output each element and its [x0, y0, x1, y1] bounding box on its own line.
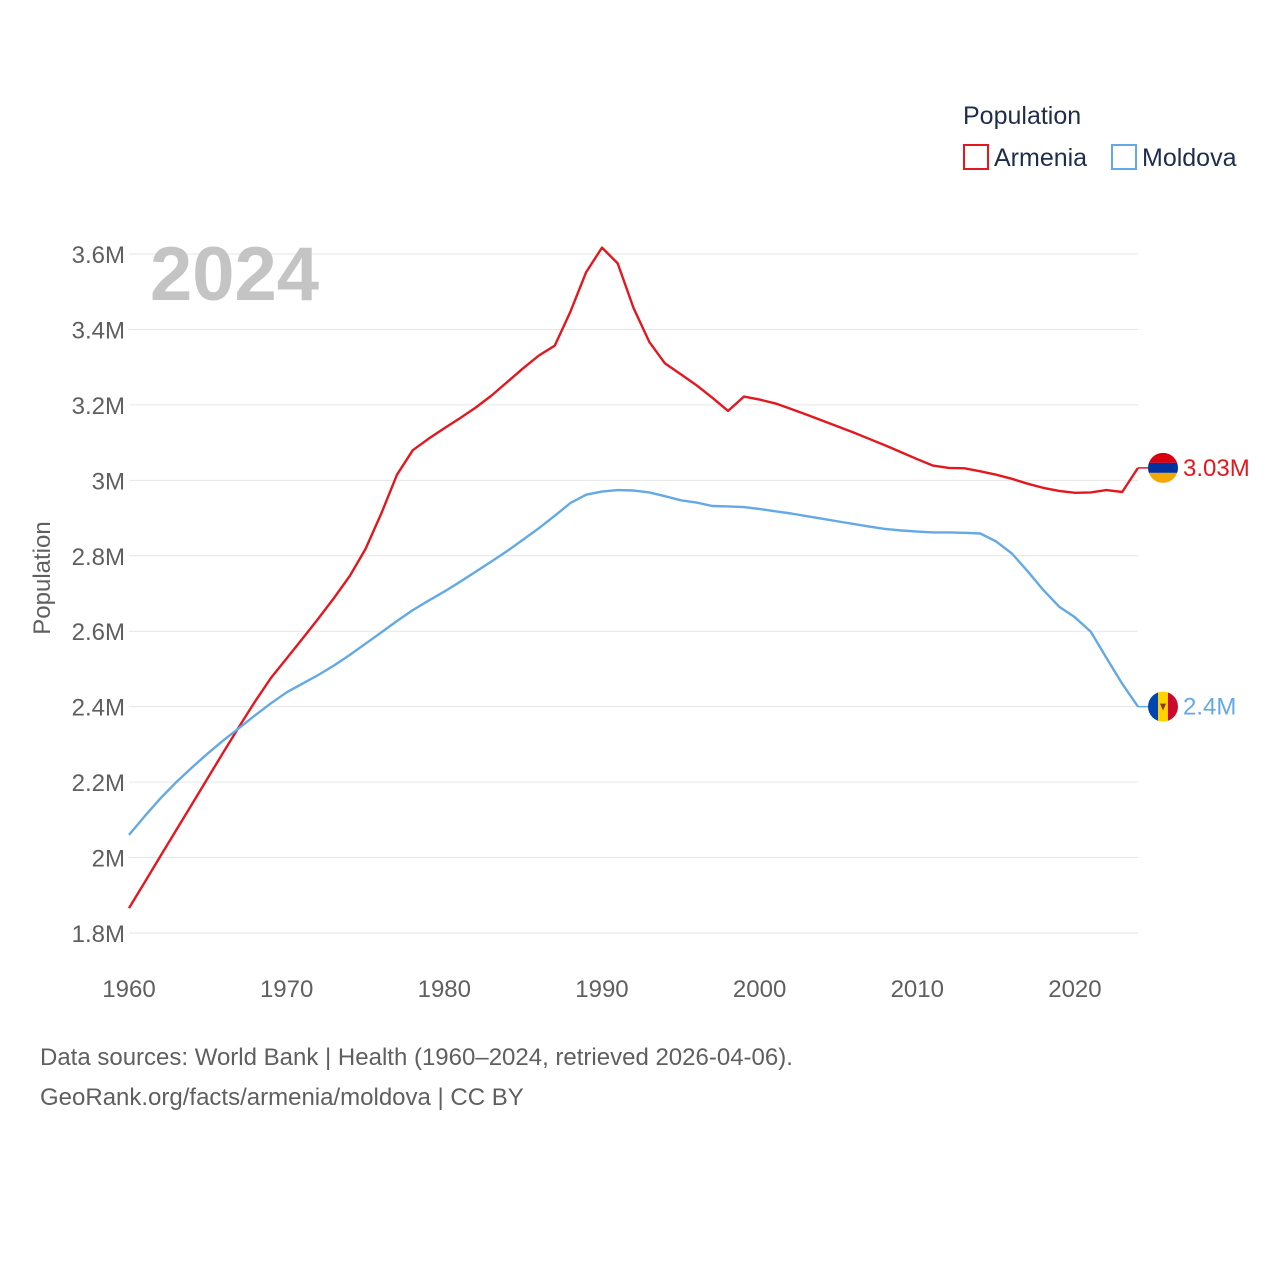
x-axis-ticks: 1960 1970 1980 1990 2000 2010 2020	[102, 976, 1101, 1003]
legend-swatch	[1111, 144, 1137, 170]
x-tick-label: 2020	[1048, 976, 1101, 1003]
x-tick-label: 2010	[891, 976, 944, 1003]
y-tick-label: 2.2M	[72, 770, 125, 797]
armenia-flag-icon	[1148, 452, 1178, 483]
y-tick-label: 2.4M	[72, 695, 125, 722]
x-tick-label: 2000	[733, 976, 786, 1003]
y-tick-label: 2.8M	[72, 544, 125, 571]
y-tick-label: 3.4M	[72, 317, 125, 344]
x-tick-label: 1960	[102, 976, 155, 1003]
legend-item-moldova[interactable]: Moldova	[1111, 144, 1237, 172]
legend-items: Armenia Moldova	[963, 144, 1237, 172]
y-tick-label: 3.2M	[72, 393, 125, 420]
x-tick-label: 1980	[418, 976, 471, 1003]
armenia-series-line	[127, 246, 1140, 909]
legend-label: Moldova	[1142, 144, 1237, 172]
legend-title: Population	[963, 102, 1081, 130]
data-source-note: Data sources: World Bank | Health (1960–…	[40, 1044, 793, 1071]
x-tick-label: 1970	[260, 976, 313, 1003]
series-end-markers: 3.03M 2.4M	[1138, 452, 1250, 722]
y-tick-label: 3.6M	[72, 242, 125, 269]
moldova-flag-icon	[1148, 691, 1178, 722]
legend: Population Armenia Moldova	[963, 102, 1237, 172]
y-tick-label: 3M	[92, 468, 125, 495]
moldova-series-line	[128, 488, 1139, 836]
x-tick-label: 1990	[575, 976, 628, 1003]
y-tick-label: 1.8M	[72, 921, 125, 948]
legend-label: Armenia	[994, 144, 1087, 172]
moldova-end-value-label: 2.4M	[1183, 694, 1236, 721]
attribution-link[interactable]: GeoRank.org/facts/armenia/moldova | CC B…	[40, 1084, 524, 1111]
armenia-end-value-label: 3.03M	[1183, 455, 1250, 482]
y-axis-title: Population	[29, 521, 56, 634]
y-axis-ticks: 1.8M 2M 2.2M 2.4M 2.6M 2.8M 3M 3.2M 3.4M 3.6M	[72, 242, 125, 948]
legend-swatch	[963, 144, 989, 170]
grid-lines	[129, 253, 1138, 934]
y-tick-label: 2.6M	[72, 619, 125, 646]
year-label: 2024	[150, 232, 319, 317]
legend-item-armenia[interactable]: Armenia	[963, 144, 1087, 172]
y-tick-label: 2M	[92, 846, 125, 873]
series-lines	[127, 246, 1140, 909]
